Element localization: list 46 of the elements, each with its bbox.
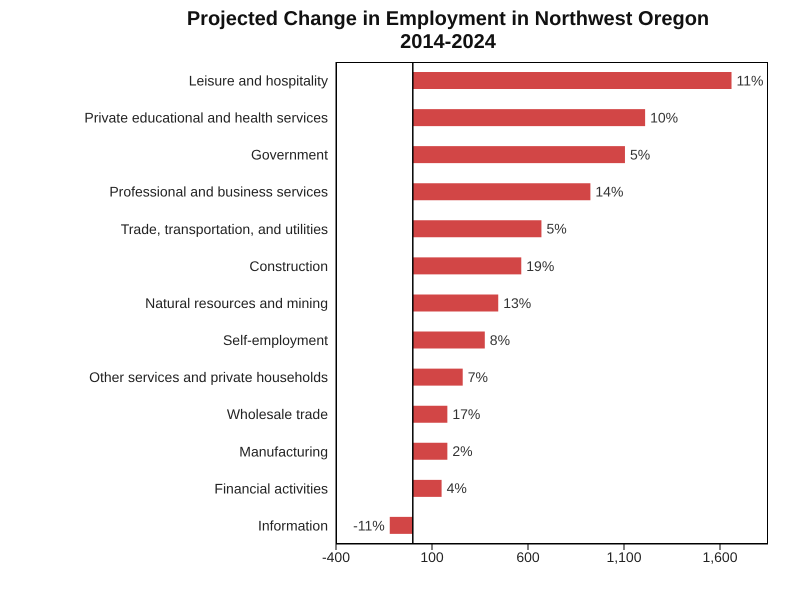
bar [412,480,442,497]
annotation: 19% [526,258,554,274]
bar [412,368,463,386]
x-tick-label: 1,100 [606,548,642,565]
x-tick-label: 600 [516,548,540,565]
y-tick-label: Government [250,146,328,163]
y-tick-label: Financial activities [214,480,328,496]
bar [412,294,498,312]
y-tick-label: Private educational and health services [84,110,328,126]
y-tick-label: Other services and private households [89,369,328,386]
bar [412,109,646,126]
bar [390,516,413,534]
annotation: 13% [503,294,532,311]
bar [412,332,485,349]
x-tick-label: -400 [322,548,350,565]
y-tick-label: Natural resources and mining [145,294,328,311]
y-tick-label: Leisure and hospitality [188,72,328,89]
annotation: 14% [595,184,624,200]
annotation: 7% [468,369,488,386]
bar [412,257,522,274]
annotation: 11% [736,72,764,88]
bar [412,406,448,423]
annotation: 4% [446,480,467,496]
annotation: 5% [630,146,650,163]
y-tick-label: Self-employment [222,332,328,348]
y-tick-label: Construction [249,258,328,274]
bar [412,146,625,164]
y-tick-label: Information [258,517,328,534]
bar [412,72,732,89]
y-tick-label: Trade, transportation, and utilities [120,220,328,237]
annotation: 2% [452,443,473,460]
annotation: 5% [546,220,567,237]
y-tick-label: Manufacturing [239,443,328,460]
x-tick-label: 1,600 [702,548,738,565]
annotation: 10% [650,109,678,126]
bar [412,183,590,200]
bar [412,220,542,238]
annotation: 17% [452,406,480,422]
y-tick-label: Professional and business services [109,184,328,200]
x-tick-label: 100 [420,548,444,565]
annotation: -11% [353,517,385,534]
bar [412,442,448,460]
annotation: 8% [490,332,510,348]
chart-subtitle: 2014-2024 [399,31,497,54]
y-tick-label: Wholesale trade [226,406,328,422]
chart-title: Projected Change in Employment in Northwest Oregon [186,8,710,31]
